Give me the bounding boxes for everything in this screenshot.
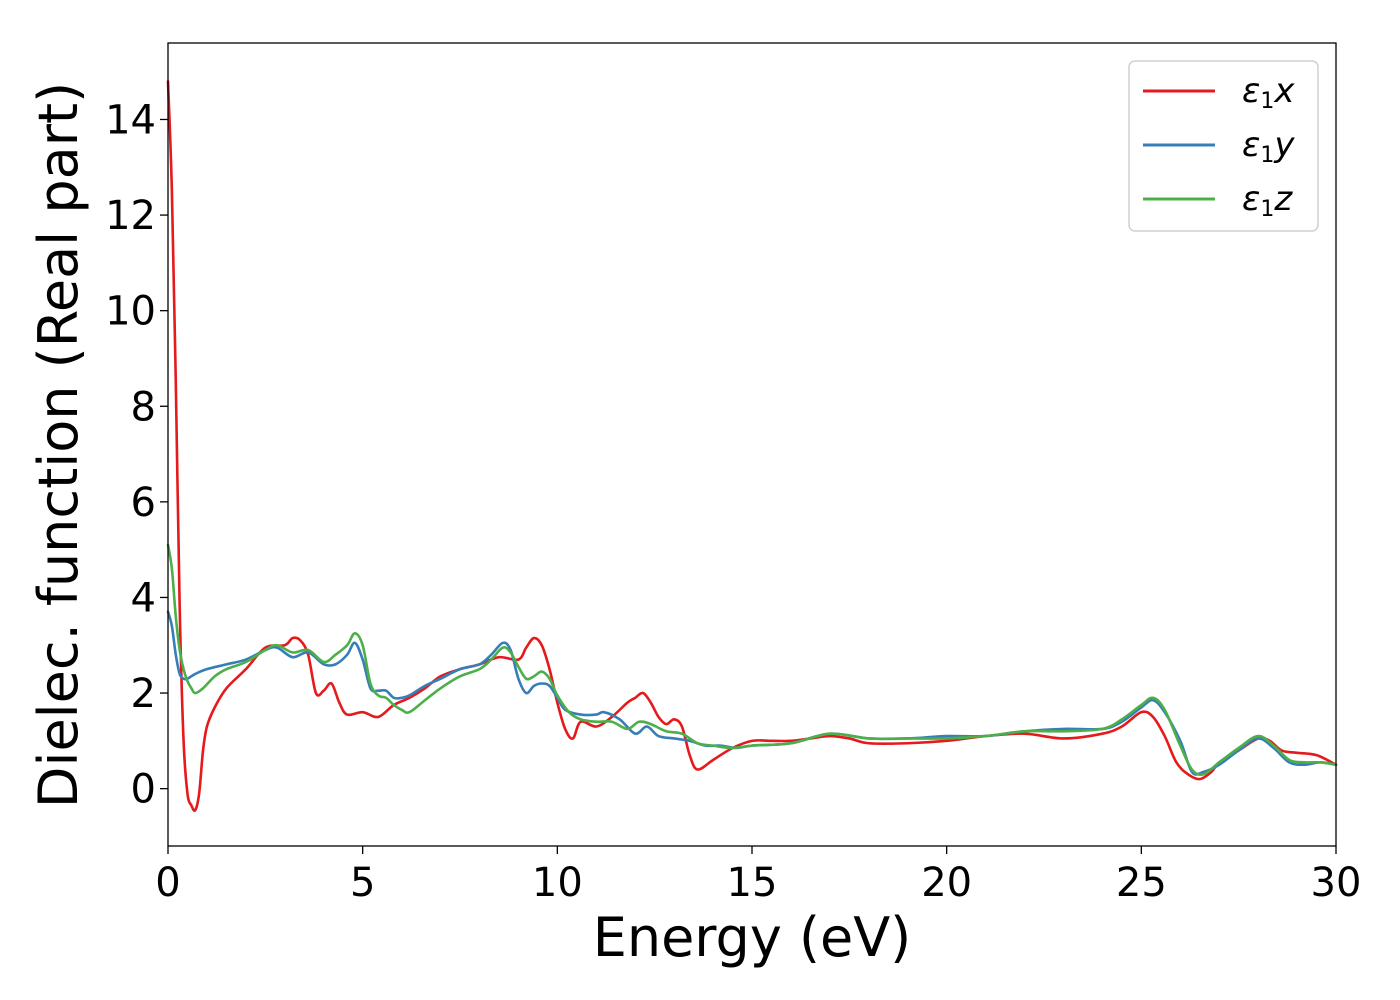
y-tick-label: 14 [105,97,156,143]
x-tick-label: 25 [1116,860,1167,906]
x-tick-label: 5 [350,860,375,906]
y-tick-label: 6 [131,480,156,526]
y-axis-title: Dielec. function (Real part) [27,82,90,808]
series-line-x [166,79,1338,812]
y-tick-label: 10 [105,289,156,335]
x-axis: 0 5 10 15 20 25 30 [155,846,1361,906]
legend-label-y: ε1y [1242,125,1295,168]
y-tick-label: 0 [131,767,156,813]
x-tick-label: 20 [921,860,972,906]
series-line-z [166,543,1338,777]
legend: ε1x ε1y ε1z [1128,60,1319,232]
x-tick-label: 0 [155,860,180,906]
x-axis-title: Energy (eV) [593,906,912,969]
x-tick-label: 15 [727,860,778,906]
legend-label-z: ε1z [1242,179,1293,222]
y-tick-label: 2 [131,671,156,717]
y-tick-label: 8 [131,384,156,430]
series-line-y [166,610,1338,776]
x-tick-label: 10 [532,860,583,906]
x-tick-label: 30 [1311,860,1362,906]
legend-label-x: ε1x [1242,71,1295,114]
y-axis: 0 2 4 6 8 10 12 14 [105,97,168,813]
series-layer [166,79,1338,812]
y-tick-label: 4 [131,575,156,621]
y-tick-label: 12 [105,193,156,239]
legend-box [1128,60,1319,232]
